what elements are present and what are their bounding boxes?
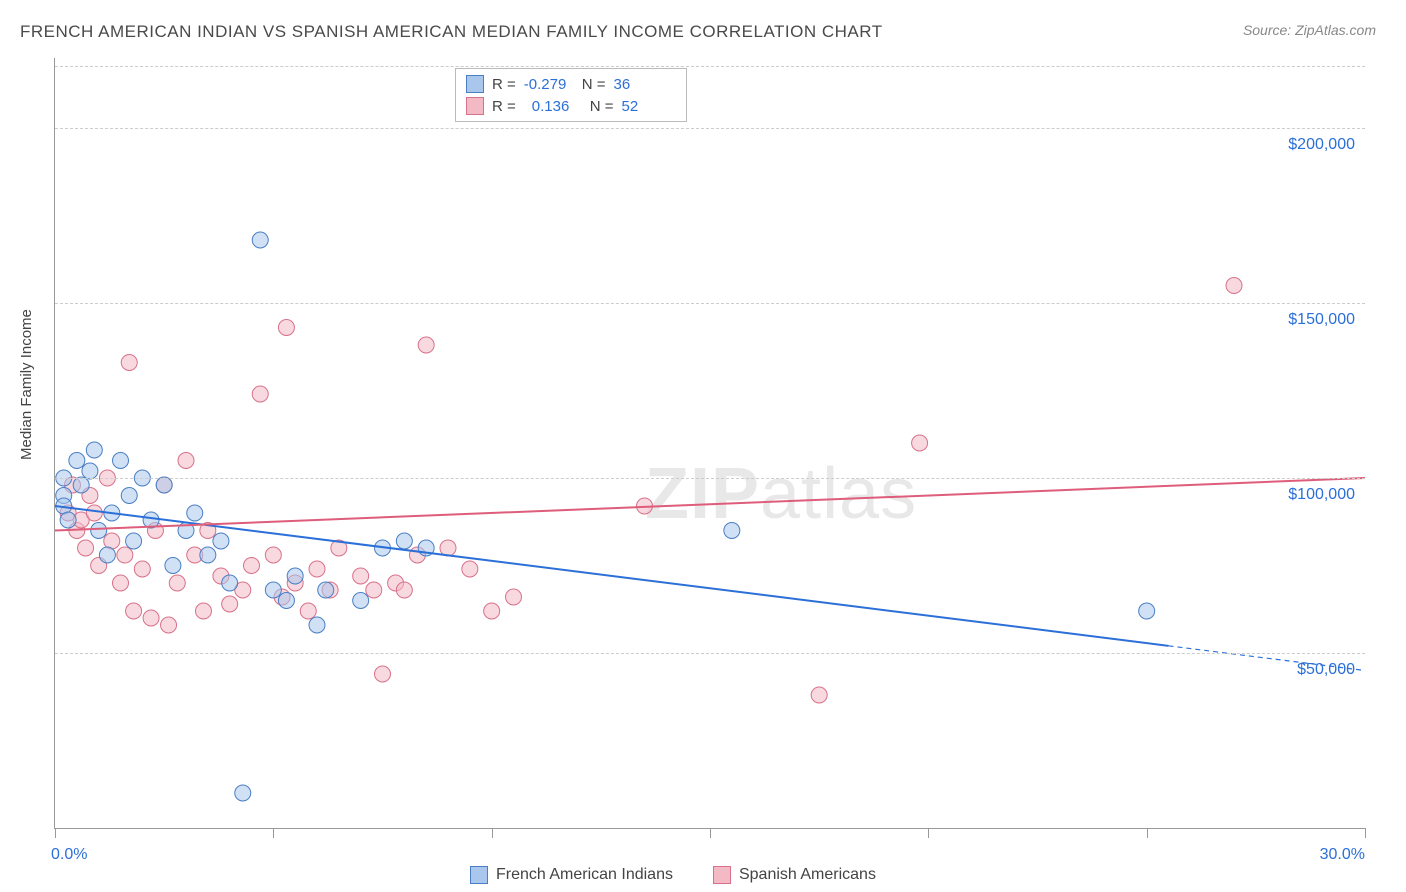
scatter-point [73,477,89,493]
chart-area: ZIPatlas R = -0.279 N = 36 R = 0.136 N =… [54,58,1365,829]
scatter-point [353,593,369,609]
scatter-point [161,617,177,633]
scatter-point [143,610,159,626]
scatter-point [1226,278,1242,294]
scatter-point [156,477,172,493]
scatter-point [99,547,115,563]
scatter-point [121,355,137,371]
scatter-point [178,453,194,469]
scatter-point [222,575,238,591]
legend-label-2: Spanish Americans [739,866,876,884]
scatter-point [86,505,102,521]
chart-title: FRENCH AMERICAN INDIAN VS SPANISH AMERIC… [20,22,883,42]
scatter-point [121,488,137,504]
scatter-point [126,603,142,619]
scatter-point [235,785,251,801]
legend-swatch-blue [470,866,488,884]
xtick-mark [492,828,493,838]
xtick-mark [55,828,56,838]
ytick-label: $100,000 [1288,486,1355,504]
xtick-mark [273,828,274,838]
scatter-point [200,547,216,563]
scatter-point [265,547,281,563]
scatter-point [506,589,522,605]
scatter-point [69,453,85,469]
scatter-point [252,386,268,402]
scatter-point [113,453,129,469]
scatter-point [78,540,94,556]
scatter-point [1139,603,1155,619]
scatter-point [309,617,325,633]
scatter-point [265,582,281,598]
xtick-mark [928,828,929,838]
scatter-point [366,582,382,598]
trend-line [55,478,1365,531]
scatter-point [165,558,181,574]
xtick-label: 0.0% [51,846,87,864]
scatter-point [912,435,928,451]
scatter-point [126,533,142,549]
xtick-mark [710,828,711,838]
gridline [55,128,1365,129]
ytick-label: $50,000 [1297,661,1355,679]
ytick-label: $200,000 [1288,136,1355,154]
scatter-point [418,337,434,353]
scatter-point [82,463,98,479]
xtick-mark [1147,828,1148,838]
legend-label-1: French American Indians [496,866,673,884]
scatter-point [195,603,211,619]
scatter-point [287,568,303,584]
scatter-point [252,232,268,248]
plot-svg [55,58,1365,828]
scatter-point [91,523,107,539]
scatter-point [318,582,334,598]
scatter-point [396,582,412,598]
xtick-label: 30.0% [1320,846,1365,864]
scatter-point [169,575,185,591]
gridline [55,478,1365,479]
xtick-mark [1365,828,1366,838]
scatter-point [484,603,500,619]
scatter-point [811,687,827,703]
scatter-point [187,505,203,521]
gridline [55,303,1365,304]
scatter-point [462,561,478,577]
scatter-point [440,540,456,556]
gridline [55,66,1365,67]
legend-item-2: Spanish Americans [713,866,876,884]
scatter-point [396,533,412,549]
legend-swatch-pink [713,866,731,884]
scatter-point [134,561,150,577]
scatter-point [353,568,369,584]
gridline [55,653,1365,654]
ytick-label: $150,000 [1288,311,1355,329]
source-attribution: Source: ZipAtlas.com [1243,22,1376,38]
scatter-point [278,593,294,609]
scatter-point [309,561,325,577]
y-axis-label: Median Family Income [18,309,35,460]
scatter-point [213,533,229,549]
scatter-point [222,596,238,612]
scatter-point [86,442,102,458]
scatter-point [60,512,76,528]
scatter-point [113,575,129,591]
legend-item-1: French American Indians [470,866,673,884]
scatter-point [724,523,740,539]
scatter-point [278,320,294,336]
scatter-point [300,603,316,619]
scatter-point [244,558,260,574]
scatter-point [375,666,391,682]
legend: French American Indians Spanish American… [470,866,876,884]
scatter-point [117,547,133,563]
